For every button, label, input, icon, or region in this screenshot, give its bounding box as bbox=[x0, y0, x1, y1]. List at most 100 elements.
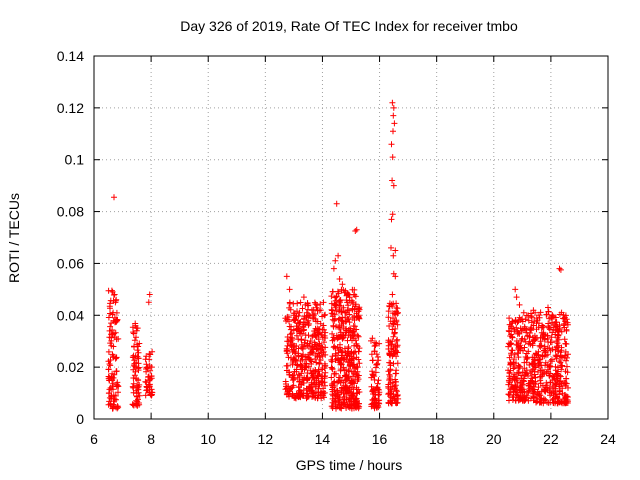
data-point bbox=[376, 391, 382, 398]
data-point bbox=[529, 340, 536, 347]
data-point bbox=[385, 385, 392, 392]
data-point bbox=[394, 392, 401, 398]
data-point bbox=[283, 318, 289, 324]
data-point bbox=[524, 354, 531, 361]
data-point bbox=[525, 380, 532, 387]
data-point bbox=[376, 400, 383, 407]
data-point bbox=[287, 306, 294, 313]
data-point bbox=[353, 226, 360, 233]
data-point bbox=[536, 320, 542, 327]
data-point bbox=[135, 389, 142, 396]
data-point bbox=[330, 379, 337, 386]
data-point bbox=[129, 354, 136, 361]
data-point bbox=[518, 382, 525, 389]
data-point bbox=[350, 351, 357, 357]
data-point bbox=[296, 319, 302, 326]
data-point bbox=[389, 338, 396, 345]
data-point bbox=[145, 299, 152, 306]
y-tick-label: 0.1 bbox=[65, 152, 85, 168]
data-point bbox=[371, 404, 378, 411]
data-point bbox=[532, 350, 539, 357]
data-point bbox=[293, 332, 300, 339]
data-point bbox=[552, 380, 559, 387]
data-point bbox=[289, 384, 296, 391]
data-point bbox=[309, 333, 316, 340]
data-point bbox=[349, 305, 356, 312]
data-point bbox=[113, 368, 120, 375]
data-point bbox=[107, 323, 114, 330]
data-point bbox=[355, 348, 362, 355]
data-point bbox=[135, 349, 142, 356]
data-point bbox=[294, 325, 301, 332]
data-point bbox=[316, 352, 323, 359]
data-point bbox=[352, 365, 359, 372]
data-point bbox=[107, 401, 114, 407]
data-point bbox=[142, 356, 149, 363]
data-point bbox=[334, 355, 341, 362]
data-point bbox=[313, 346, 320, 353]
data-point bbox=[285, 391, 292, 398]
data-point bbox=[282, 315, 289, 322]
data-point bbox=[136, 392, 143, 399]
data-point bbox=[537, 380, 544, 387]
axis-ticks bbox=[93, 55, 609, 420]
data-point bbox=[564, 363, 570, 370]
data-point bbox=[557, 266, 564, 273]
data-point bbox=[305, 322, 312, 329]
data-point bbox=[374, 380, 381, 387]
data-point bbox=[146, 389, 153, 396]
data-point bbox=[370, 372, 376, 379]
data-point bbox=[329, 403, 336, 410]
data-point bbox=[545, 320, 552, 327]
data-point bbox=[333, 293, 340, 300]
data-point bbox=[368, 351, 375, 358]
data-point bbox=[546, 315, 553, 322]
data-point bbox=[106, 390, 113, 396]
data-point bbox=[336, 297, 343, 304]
data-point bbox=[521, 378, 527, 385]
data-point bbox=[560, 400, 567, 407]
data-point bbox=[286, 369, 293, 376]
data-point bbox=[354, 403, 361, 410]
data-point bbox=[356, 304, 363, 311]
data-point bbox=[506, 341, 513, 348]
data-point bbox=[328, 293, 335, 300]
data-point bbox=[130, 380, 137, 387]
y-tick-label: 0.02 bbox=[57, 359, 84, 375]
data-point bbox=[294, 374, 301, 381]
data-point bbox=[522, 316, 529, 323]
data-point bbox=[387, 373, 393, 380]
data-point bbox=[389, 291, 396, 298]
data-point bbox=[350, 291, 357, 298]
data-point bbox=[344, 389, 351, 396]
data-point bbox=[343, 327, 350, 334]
data-point bbox=[507, 340, 514, 347]
data-point bbox=[347, 325, 353, 332]
data-point bbox=[375, 377, 382, 384]
data-point bbox=[335, 290, 342, 297]
data-point bbox=[511, 384, 518, 391]
data-point bbox=[561, 379, 568, 386]
data-point bbox=[516, 301, 523, 308]
data-point bbox=[337, 329, 344, 336]
data-point bbox=[329, 337, 336, 344]
data-point bbox=[506, 315, 513, 322]
data-point bbox=[146, 381, 153, 388]
data-point bbox=[544, 399, 550, 406]
data-point bbox=[297, 299, 304, 306]
data-point bbox=[284, 334, 291, 340]
data-point bbox=[546, 372, 553, 379]
data-point bbox=[394, 399, 401, 406]
data-point bbox=[336, 344, 343, 351]
data-point bbox=[112, 329, 119, 336]
data-point bbox=[340, 324, 347, 330]
data-point bbox=[320, 390, 327, 397]
data-point bbox=[112, 355, 119, 362]
data-point bbox=[552, 390, 559, 397]
data-point bbox=[108, 320, 115, 327]
data-point bbox=[332, 302, 338, 308]
y-tick-label: 0.06 bbox=[57, 255, 84, 271]
data-point bbox=[530, 361, 536, 368]
data-point bbox=[336, 334, 342, 341]
data-point bbox=[321, 394, 327, 401]
